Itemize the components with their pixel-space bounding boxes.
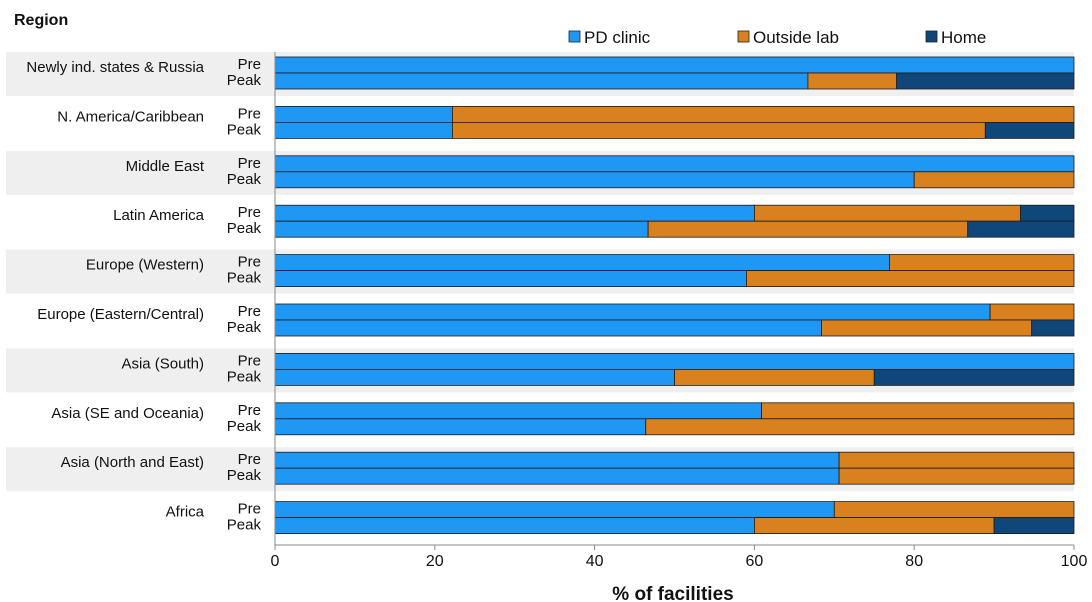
phase-label-newly-ind-states-russia-pre: Pre (238, 56, 261, 73)
phase-label-asia-south-pre: Pre (238, 352, 261, 369)
bar-asia-north-and-east-peak-pd-clinic (274, 467, 840, 485)
phase-label-asia-se-and-oceania-pre: Pre (238, 402, 261, 419)
legend-item-outside-lab: Outside lab (737, 28, 839, 47)
bar-africa-peak-pd-clinic (274, 517, 755, 534)
legend-label-pd-clinic: PD clinic (584, 28, 651, 47)
y-axis-title: Region (14, 12, 68, 29)
bar-asia-south-peak-pd-clinic (274, 368, 675, 386)
legend-item-pd-clinic: PD clinic (568, 28, 651, 47)
bar-n-america-caribbean-peak-pd-clinic (274, 122, 453, 139)
phase-label-middle-east-peak: Peak (227, 171, 262, 188)
bar-newly-ind-states-russia-pre-pd-clinic (274, 56, 1075, 74)
bar-asia-north-and-east-pre-outside-lab (838, 451, 1075, 469)
bar-newly-ind-states-russia-peak-home (896, 72, 1075, 90)
x-tick-label-80: 80 (905, 553, 923, 570)
legend: PD clinic Outside lab Home (568, 28, 986, 47)
bar-europe-western-peak-outside-lab (746, 270, 1075, 288)
x-tick-label-60: 60 (746, 553, 764, 570)
region-label-newly-ind-states-russia: Newly ind. states & Russia (26, 59, 204, 76)
bar-latin-america-pre-pd-clinic (274, 204, 755, 222)
phase-label-asia-north-and-east-pre: Pre (238, 451, 261, 468)
bar-asia-se-and-oceania-peak-outside-lab (645, 418, 1075, 436)
region-label-asia-se-and-oceania: Asia (SE and Oceania) (51, 405, 204, 422)
bar-europe-eastern-central-pre-pd-clinic (274, 303, 991, 321)
legend-item-home: Home (925, 28, 986, 47)
phase-label-middle-east-pre: Pre (238, 155, 261, 172)
region-label-asia-south: Asia (South) (121, 355, 204, 372)
bar-latin-america-peak-pd-clinic (274, 220, 649, 238)
bar-n-america-caribbean-peak-home (984, 122, 1075, 139)
bar-europe-western-pre-pd-clinic (274, 254, 890, 272)
bar-middle-east-peak-outside-lab (913, 171, 1075, 189)
bar-europe-eastern-central-pre-outside-lab (989, 303, 1075, 321)
region-label-europe-western: Europe (Western) (86, 257, 204, 274)
phase-label-europe-eastern-central-peak: Peak (227, 319, 262, 336)
region-label-asia-north-and-east: Asia (North and East) (61, 454, 204, 471)
region-label-africa: Africa (166, 504, 205, 521)
phase-label-africa-pre: Pre (238, 501, 261, 518)
x-axis: 0 20 40 60 80 100 (271, 52, 1088, 570)
bar-asia-north-and-east-peak-outside-lab (838, 467, 1075, 485)
bar-europe-eastern-central-peak-pd-clinic (274, 319, 822, 337)
phase-label-latin-america-pre: Pre (238, 204, 261, 221)
bar-asia-se-and-oceania-peak-pd-clinic (274, 418, 647, 436)
bar-europe-eastern-central-peak-outside-lab (821, 319, 1033, 337)
bar-asia-south-pre-pd-clinic (274, 352, 1075, 370)
legend-label-home: Home (941, 28, 986, 47)
bar-asia-south-peak-home (873, 368, 1075, 386)
bar-middle-east-pre-pd-clinic (274, 155, 1075, 173)
bar-asia-south-peak-outside-lab (674, 368, 875, 386)
x-tick-label-0: 0 (271, 553, 280, 570)
phase-label-asia-north-and-east-peak: Peak (227, 467, 262, 484)
bar-africa-pre-pd-clinic (274, 501, 835, 519)
legend-swatch-home (925, 30, 938, 43)
legend-swatch-pd-clinic (568, 30, 581, 43)
x-tick-label-40: 40 (586, 553, 604, 570)
bar-latin-america-peak-outside-lab (647, 220, 969, 238)
phase-label-asia-south-peak: Peak (227, 368, 262, 385)
legend-swatch-outside-lab (737, 30, 750, 43)
bar-africa-pre-outside-lab (833, 501, 1075, 519)
bar-africa-peak-home (993, 517, 1075, 534)
x-axis-title: % of facilities (612, 584, 733, 602)
bar-asia-se-and-oceania-pre-pd-clinic (274, 402, 762, 420)
bar-europe-western-peak-pd-clinic (274, 270, 747, 288)
x-tick-label-100: 100 (1061, 553, 1088, 570)
bar-europe-eastern-central-peak-home (1031, 319, 1075, 337)
phase-label-newly-ind-states-russia-peak: Peak (227, 72, 262, 89)
bar-n-america-caribbean-pre-outside-lab (451, 106, 1075, 123)
bar-n-america-caribbean-pre-pd-clinic (274, 106, 453, 123)
bar-middle-east-peak-pd-clinic (274, 171, 915, 189)
phase-label-europe-eastern-central-pre: Pre (238, 303, 261, 320)
bar-europe-western-pre-outside-lab (889, 254, 1075, 272)
phase-label-europe-western-peak: Peak (227, 270, 262, 287)
region-label-n-america-caribbean: N. America/Caribbean (57, 108, 204, 125)
region-label-latin-america: Latin America (113, 207, 205, 224)
bar-n-america-caribbean-peak-outside-lab (451, 122, 986, 139)
phase-label-europe-western-pre: Pre (238, 254, 261, 271)
phase-label-n-america-caribbean-pre: Pre (238, 105, 261, 122)
bar-asia-se-and-oceania-pre-outside-lab (761, 402, 1075, 420)
bars (274, 56, 1075, 534)
legend-label-outside-lab: Outside lab (753, 28, 839, 47)
bar-latin-america-pre-home (1020, 204, 1075, 222)
bar-latin-america-pre-outside-lab (754, 204, 1021, 222)
x-tick-label-20: 20 (426, 553, 444, 570)
phase-label-latin-america-peak: Peak (227, 220, 262, 237)
phase-label-n-america-caribbean-peak: Peak (227, 121, 262, 138)
bar-asia-north-and-east-pre-pd-clinic (274, 451, 840, 469)
phase-label-africa-peak: Peak (227, 517, 262, 534)
bar-latin-america-peak-home (967, 220, 1075, 238)
phase-label-asia-se-and-oceania-peak: Peak (227, 418, 262, 435)
bar-africa-peak-outside-lab (754, 517, 995, 534)
bar-newly-ind-states-russia-peak-outside-lab (807, 72, 898, 90)
region-label-middle-east: Middle East (126, 158, 205, 175)
region-label-europe-eastern-central: Europe (Eastern/Central) (37, 306, 204, 323)
bar-newly-ind-states-russia-peak-pd-clinic (274, 72, 809, 90)
